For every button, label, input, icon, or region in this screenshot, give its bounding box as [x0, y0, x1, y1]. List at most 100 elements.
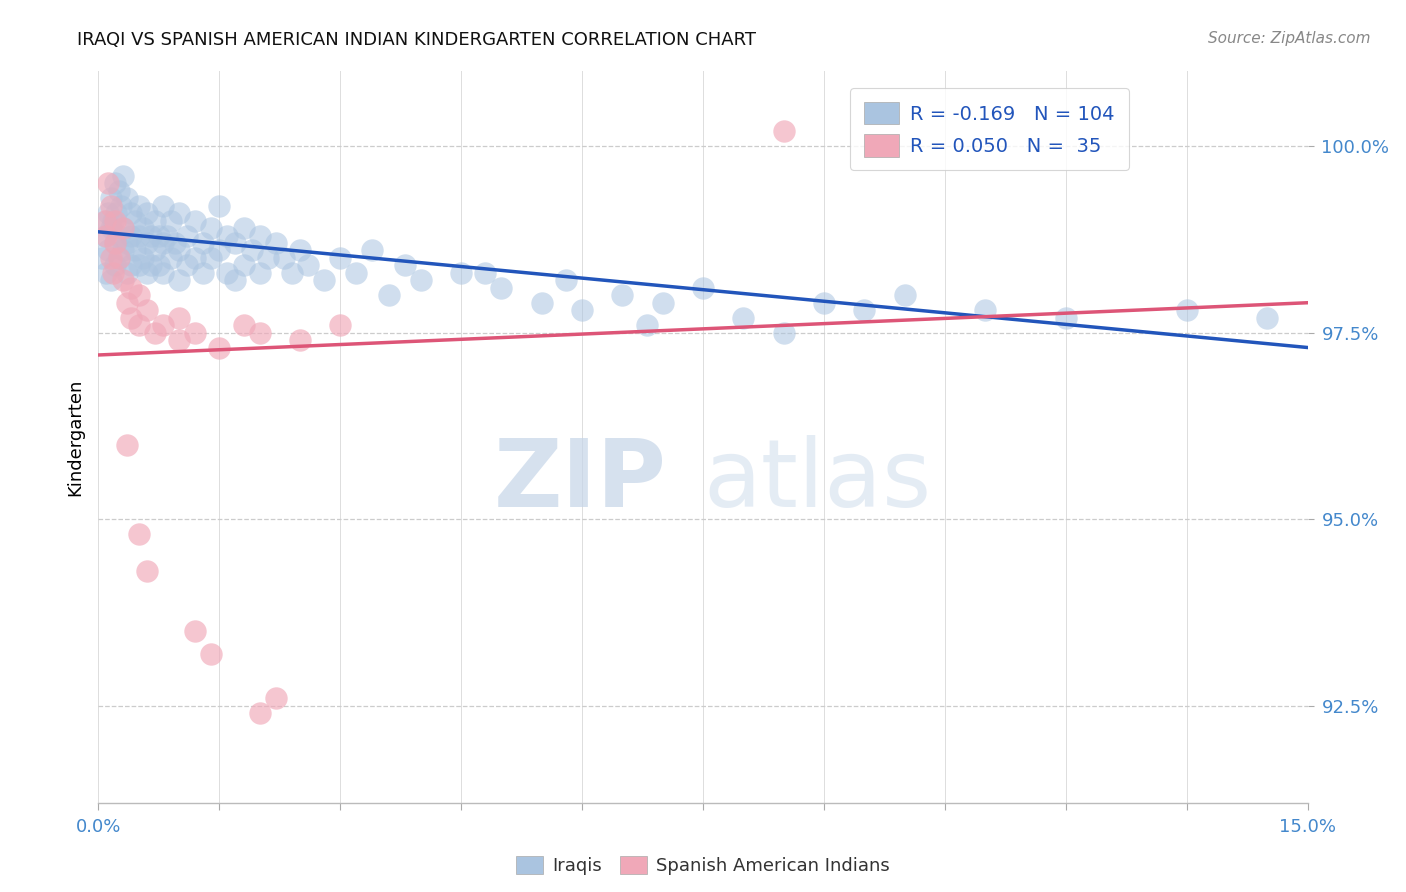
Point: [224, 273, 246, 287]
Point: [115, 437, 138, 451]
Point: [103, 177, 125, 191]
Point: [208, 199, 231, 213]
Point: [612, 288, 634, 302]
Point: [474, 266, 496, 280]
Point: [128, 527, 150, 541]
Point: [96, 228, 118, 243]
Point: [176, 228, 198, 243]
Point: [974, 303, 997, 318]
Point: [772, 326, 794, 340]
Point: [217, 228, 239, 243]
Point: [152, 235, 174, 250]
Point: [111, 169, 134, 183]
Point: [249, 228, 271, 243]
Point: [571, 303, 593, 318]
Point: [143, 326, 166, 340]
Point: [200, 647, 222, 661]
Point: [281, 266, 304, 280]
Point: [167, 273, 190, 287]
Point: [297, 259, 319, 273]
Point: [450, 266, 472, 280]
Point: [91, 251, 114, 265]
Point: [651, 295, 673, 310]
Point: [491, 281, 513, 295]
Point: [208, 341, 231, 355]
Point: [893, 288, 915, 302]
Point: [96, 213, 118, 227]
Point: [107, 251, 129, 265]
Point: [208, 244, 231, 258]
Point: [772, 124, 794, 138]
Point: [120, 259, 142, 273]
Point: [94, 213, 117, 227]
Point: [97, 177, 120, 191]
Point: [135, 235, 157, 250]
Point: [120, 206, 142, 220]
Point: [249, 266, 271, 280]
Point: [176, 259, 198, 273]
Point: [184, 213, 207, 227]
Point: [100, 221, 122, 235]
Point: [636, 318, 658, 332]
Point: [530, 295, 553, 310]
Point: [135, 565, 157, 579]
Point: [143, 244, 166, 258]
Point: [249, 706, 271, 721]
Point: [200, 221, 222, 235]
Point: [167, 244, 190, 258]
Text: IRAQI VS SPANISH AMERICAN INDIAN KINDERGARTEN CORRELATION CHART: IRAQI VS SPANISH AMERICAN INDIAN KINDERG…: [77, 31, 756, 49]
Point: [394, 259, 416, 273]
Point: [256, 251, 278, 265]
Point: [135, 206, 157, 220]
Point: [132, 251, 155, 265]
Point: [184, 251, 207, 265]
Text: atlas: atlas: [703, 435, 931, 527]
Point: [100, 273, 122, 287]
Point: [344, 266, 367, 280]
Point: [115, 295, 138, 310]
Point: [314, 273, 336, 287]
Point: [97, 244, 120, 258]
Point: [143, 213, 166, 227]
Point: [128, 199, 150, 213]
Point: [232, 318, 254, 332]
Point: [107, 184, 129, 198]
Point: [115, 266, 138, 280]
Point: [160, 213, 183, 227]
Point: [103, 235, 125, 250]
Point: [132, 221, 155, 235]
Point: [813, 295, 835, 310]
Point: [111, 221, 134, 235]
Point: [264, 235, 287, 250]
Point: [232, 259, 254, 273]
Point: [288, 244, 311, 258]
Point: [217, 266, 239, 280]
Point: [184, 624, 207, 639]
Point: [139, 228, 162, 243]
Point: [148, 228, 170, 243]
Point: [152, 318, 174, 332]
Point: [139, 259, 162, 273]
Point: [409, 273, 432, 287]
Point: [105, 206, 128, 220]
Legend: Iraqis, Spanish American Indians: Iraqis, Spanish American Indians: [509, 848, 897, 882]
Point: [128, 318, 150, 332]
Point: [273, 251, 295, 265]
Point: [361, 244, 384, 258]
Point: [135, 266, 157, 280]
Point: [163, 235, 186, 250]
Point: [288, 333, 311, 347]
Point: [124, 213, 146, 227]
Point: [329, 251, 352, 265]
Point: [1054, 310, 1077, 325]
Y-axis label: Kindergarten: Kindergarten: [66, 378, 84, 496]
Point: [120, 281, 142, 295]
Point: [193, 266, 215, 280]
Point: [124, 244, 146, 258]
Point: [167, 206, 190, 220]
Point: [128, 288, 150, 302]
Point: [103, 235, 125, 250]
Point: [97, 206, 120, 220]
Text: Source: ZipAtlas.com: Source: ZipAtlas.com: [1208, 31, 1371, 46]
Point: [107, 228, 129, 243]
